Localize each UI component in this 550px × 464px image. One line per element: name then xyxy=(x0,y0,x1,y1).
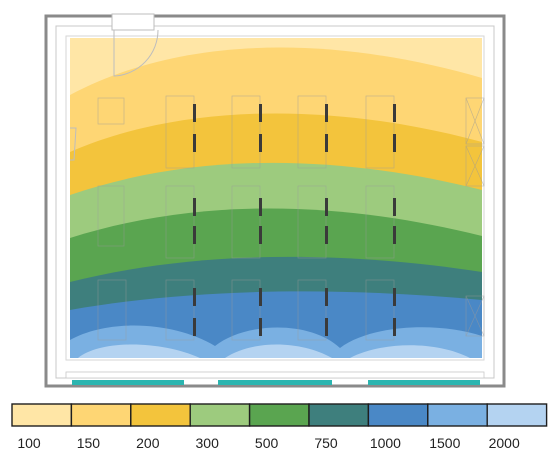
cabinet xyxy=(465,97,485,145)
luminaire xyxy=(393,226,396,244)
desk xyxy=(165,185,195,259)
legend-swatch xyxy=(11,403,73,427)
door-swing xyxy=(113,29,159,77)
luminaire xyxy=(325,198,328,216)
luminaire xyxy=(393,288,396,306)
luminaire xyxy=(325,288,328,306)
luminaire xyxy=(259,104,262,122)
luminaire xyxy=(193,198,196,216)
desk xyxy=(165,279,195,341)
desk xyxy=(231,95,261,169)
illuminance-zones xyxy=(70,38,482,359)
illuminance-legend xyxy=(11,403,548,427)
legend-tick-label: 1500 xyxy=(429,435,461,451)
legend-swatch xyxy=(70,403,132,427)
desk xyxy=(365,95,395,169)
legend-tick-label: 150 xyxy=(76,435,101,451)
legend-swatch xyxy=(367,403,429,427)
cabinet xyxy=(465,145,485,187)
luminaire xyxy=(325,134,328,152)
luminaire xyxy=(259,198,262,216)
desk xyxy=(297,185,327,259)
luminaire xyxy=(259,134,262,152)
legend-swatch xyxy=(427,403,488,427)
furniture-outlines xyxy=(97,95,485,341)
window xyxy=(368,380,480,385)
window-sill xyxy=(65,371,485,379)
luminaire xyxy=(193,288,196,306)
legend-swatch xyxy=(189,403,251,427)
legend-tick-label: 200 xyxy=(136,435,160,451)
legend-tick-label: 1000 xyxy=(369,435,401,451)
desk xyxy=(297,279,327,341)
cabinet-cross xyxy=(465,97,485,145)
luminaire xyxy=(259,226,262,244)
desk xyxy=(165,95,195,169)
cabinet-cross xyxy=(465,295,485,337)
cabinet-cross xyxy=(465,145,485,187)
luminaire xyxy=(393,104,396,122)
luminaire xyxy=(193,226,196,244)
legend-swatch xyxy=(308,403,370,427)
desk xyxy=(231,279,261,341)
desk xyxy=(97,185,125,247)
luminaire xyxy=(259,288,262,306)
luminaire xyxy=(325,318,328,336)
legend-tick-label: 750 xyxy=(314,435,338,451)
desk xyxy=(97,279,127,341)
isolux-floor-plan xyxy=(44,13,506,388)
desk xyxy=(297,95,327,169)
wall-fixture xyxy=(70,127,77,161)
window xyxy=(72,380,184,385)
legend-swatch xyxy=(486,403,548,427)
window xyxy=(218,380,332,385)
desk xyxy=(365,279,395,341)
legend-tick-label: 2000 xyxy=(488,435,520,451)
desk xyxy=(97,97,125,125)
luminaire xyxy=(259,318,262,336)
luminaires xyxy=(193,104,396,336)
luminaire xyxy=(393,318,396,336)
door-opening xyxy=(111,13,155,31)
legend-tick-label: 300 xyxy=(195,435,219,451)
legend-tick-label: 500 xyxy=(254,435,279,451)
room-floor-outline xyxy=(65,35,485,361)
desk xyxy=(231,185,261,259)
luminaire xyxy=(193,318,196,336)
luminaire xyxy=(393,134,396,152)
luminaire xyxy=(325,226,328,244)
luminaire xyxy=(193,104,196,122)
luminaire xyxy=(393,198,396,216)
luminaire xyxy=(193,134,196,152)
luminaire xyxy=(325,104,328,122)
cabinet xyxy=(465,295,485,337)
legend-swatch xyxy=(130,403,191,427)
zone-2000 xyxy=(78,344,470,358)
desk xyxy=(365,185,395,259)
legend-swatch xyxy=(248,403,310,427)
legend-tick-label: 100 xyxy=(17,435,41,451)
